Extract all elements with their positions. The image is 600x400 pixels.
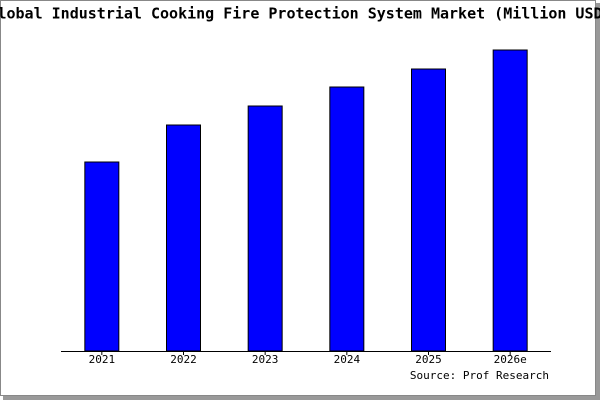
chart-title: Global Industrial Cooking Fire Protectio… — [0, 5, 600, 23]
bar — [411, 68, 446, 352]
bar — [166, 124, 201, 352]
bar — [84, 161, 120, 352]
x-tick-label: 2023 — [252, 353, 279, 366]
source-note: Source: Prof Research — [410, 369, 549, 382]
x-tick-label: 2026e — [494, 353, 527, 366]
bar — [329, 86, 365, 352]
x-tick-label: 2022 — [170, 353, 197, 366]
x-tick-label: 2021 — [89, 353, 116, 366]
x-tick-label: 2025 — [415, 353, 442, 366]
bar — [492, 49, 528, 352]
x-tick-label: 2024 — [334, 353, 361, 366]
bar — [247, 105, 283, 352]
